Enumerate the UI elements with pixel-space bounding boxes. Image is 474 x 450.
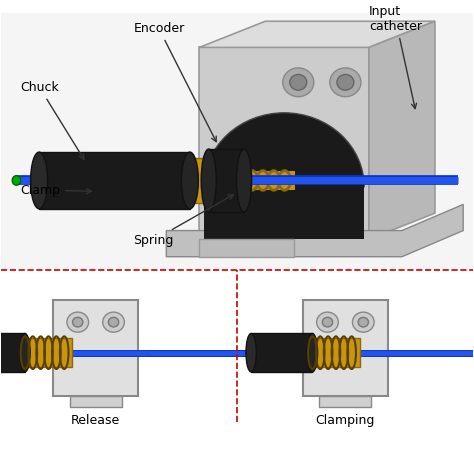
Bar — [39, 152, 190, 209]
Bar — [251, 333, 312, 372]
Text: Chuck: Chuck — [20, 81, 84, 159]
Bar — [1, 13, 473, 270]
Circle shape — [290, 74, 307, 90]
Text: Clamping: Clamping — [316, 414, 375, 427]
Polygon shape — [199, 47, 369, 239]
Bar — [53, 300, 138, 396]
Polygon shape — [199, 21, 435, 47]
Ellipse shape — [307, 333, 318, 372]
Circle shape — [283, 68, 314, 97]
Text: Spring: Spring — [133, 195, 233, 247]
Ellipse shape — [31, 152, 47, 209]
Text: Release: Release — [71, 414, 120, 427]
Bar — [204, 183, 364, 239]
Bar — [319, 396, 371, 407]
Text: Clamp: Clamp — [20, 184, 91, 197]
Bar — [303, 300, 388, 396]
Circle shape — [330, 68, 361, 97]
Bar — [312, 338, 359, 368]
Text: Encoder: Encoder — [133, 22, 216, 142]
Circle shape — [358, 317, 368, 327]
Bar — [190, 158, 209, 203]
Polygon shape — [199, 239, 293, 257]
Bar — [25, 338, 72, 368]
Circle shape — [353, 312, 374, 332]
Text: Input
catheter: Input catheter — [369, 5, 422, 108]
Circle shape — [103, 312, 124, 332]
Wedge shape — [204, 113, 364, 187]
Circle shape — [337, 74, 354, 90]
Bar — [209, 149, 244, 212]
Ellipse shape — [20, 333, 30, 372]
Circle shape — [322, 317, 333, 327]
Polygon shape — [166, 204, 463, 257]
Ellipse shape — [182, 152, 198, 209]
Circle shape — [109, 317, 118, 327]
Ellipse shape — [12, 176, 21, 185]
Circle shape — [317, 312, 338, 332]
Circle shape — [73, 317, 83, 327]
Polygon shape — [369, 21, 435, 239]
Bar — [0, 333, 25, 372]
Ellipse shape — [202, 158, 215, 203]
Bar — [70, 396, 121, 407]
Circle shape — [67, 312, 89, 332]
Ellipse shape — [201, 149, 216, 212]
Ellipse shape — [246, 333, 256, 372]
Bar — [209, 171, 295, 190]
Ellipse shape — [237, 149, 252, 212]
